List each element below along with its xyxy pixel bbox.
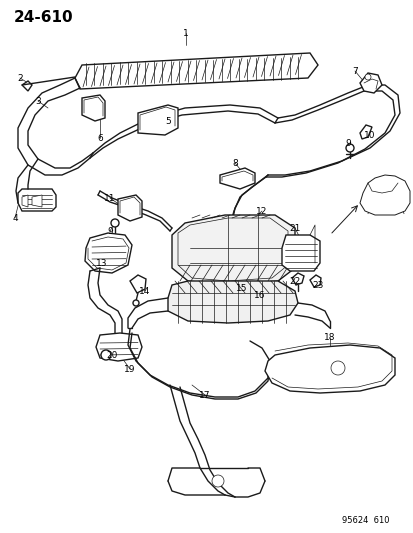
Polygon shape <box>32 195 42 207</box>
Text: 95624  610: 95624 610 <box>342 516 389 525</box>
Text: 2: 2 <box>17 74 23 83</box>
Polygon shape <box>309 275 320 287</box>
Text: 18: 18 <box>323 334 335 343</box>
Text: 15: 15 <box>236 284 247 293</box>
Text: 5: 5 <box>165 117 171 125</box>
Polygon shape <box>96 333 142 361</box>
Polygon shape <box>219 168 254 189</box>
Circle shape <box>111 219 119 227</box>
Polygon shape <box>359 175 409 215</box>
Text: 12: 12 <box>256 206 267 215</box>
Text: 3: 3 <box>35 96 41 106</box>
Text: 24-610: 24-610 <box>14 10 74 25</box>
Text: 16: 16 <box>254 290 265 300</box>
Polygon shape <box>171 215 294 285</box>
Polygon shape <box>85 233 132 273</box>
Text: 19: 19 <box>124 365 135 374</box>
Polygon shape <box>22 195 28 207</box>
Polygon shape <box>138 105 178 135</box>
Polygon shape <box>75 53 317 89</box>
Polygon shape <box>359 73 381 93</box>
Text: 1: 1 <box>183 28 188 37</box>
Polygon shape <box>130 275 146 293</box>
Text: 23: 23 <box>311 280 323 289</box>
Text: 8: 8 <box>232 158 237 167</box>
Text: 6: 6 <box>97 133 102 142</box>
Text: 9: 9 <box>107 227 113 236</box>
Text: 10: 10 <box>363 131 375 140</box>
Polygon shape <box>82 95 105 121</box>
Circle shape <box>211 475 223 487</box>
Polygon shape <box>281 235 319 271</box>
Text: 14: 14 <box>139 287 150 295</box>
Polygon shape <box>359 125 371 139</box>
Text: 21: 21 <box>289 223 300 232</box>
Polygon shape <box>168 281 297 323</box>
Circle shape <box>364 74 370 80</box>
Text: 22: 22 <box>289 277 300 286</box>
Circle shape <box>345 144 353 152</box>
Polygon shape <box>18 189 56 211</box>
Text: 9: 9 <box>344 139 350 148</box>
Circle shape <box>330 361 344 375</box>
Polygon shape <box>264 345 394 393</box>
Text: 17: 17 <box>199 391 210 400</box>
Polygon shape <box>22 81 32 91</box>
Text: 11: 11 <box>104 193 116 203</box>
Polygon shape <box>291 273 303 285</box>
Text: 20: 20 <box>106 351 117 359</box>
Text: 13: 13 <box>96 259 107 268</box>
Text: 7: 7 <box>351 67 357 76</box>
Circle shape <box>133 300 139 306</box>
Polygon shape <box>118 195 142 221</box>
Text: 4: 4 <box>12 214 18 222</box>
Circle shape <box>101 350 111 360</box>
